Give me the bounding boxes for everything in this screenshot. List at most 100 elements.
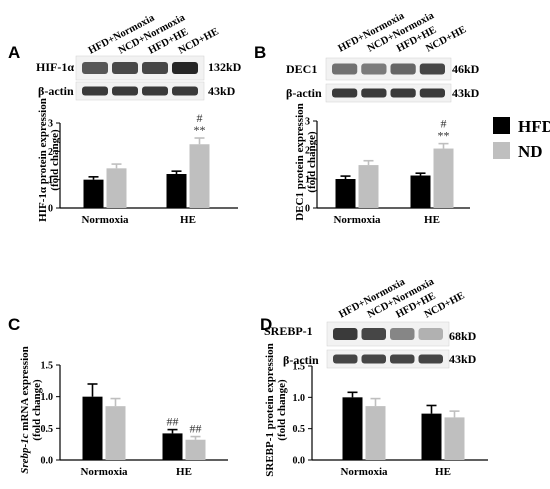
blot-band — [172, 62, 198, 74]
blot-band — [361, 63, 387, 75]
panel-letter-d: D — [260, 315, 272, 334]
blot-size-label: 43kD — [452, 86, 480, 100]
bar-hfd — [166, 174, 187, 208]
chart-d: 0.0 0.5 1.0 1.5 SREBP-1 protein expression(f… — [264, 343, 488, 478]
y-tick-label: 1 — [48, 175, 53, 186]
bar-nd — [444, 417, 465, 460]
blot-band — [332, 88, 358, 98]
blot-protein-label: β-actin — [286, 86, 322, 100]
bar-hfd — [410, 175, 431, 208]
y-tick-label: 0.0 — [293, 456, 306, 467]
y-tick-label: 3 — [48, 119, 53, 130]
blot-band — [418, 354, 443, 364]
legend-label-hfd: HFD — [518, 117, 550, 136]
blot-panel-a: HFD+NormoxiaNCD+NormoxiaHFD+HENCD+HEHIF-… — [36, 12, 242, 101]
bar-hfd — [335, 179, 356, 208]
y-axis-label-text: HIF-1α protein expression — [37, 98, 49, 222]
bar-hfd — [83, 179, 104, 208]
blot-band — [333, 328, 358, 340]
significance-mark: # — [197, 111, 203, 125]
y-tick-label: 0 — [305, 204, 310, 215]
y-axis-label-text: mRNA expression — [19, 346, 31, 433]
y-axis-label-italic: Srebp-1c — [19, 433, 31, 473]
blot-size-label: 132kD — [208, 60, 242, 74]
x-tick-label: HE — [435, 466, 451, 478]
bar-nd — [433, 148, 454, 208]
y-axis-label: Srebp-1c mRNA expression(fold change) — [19, 346, 43, 474]
panel-letter-a: A — [8, 43, 20, 62]
bar-nd — [189, 144, 210, 208]
blot-band — [419, 63, 445, 75]
y-axis-label-text: DEC1 protein expression — [294, 103, 306, 221]
blot-band — [142, 86, 168, 96]
y-tick-label: 1.0 — [293, 393, 306, 404]
blot-panel-b: HFD+NormoxiaNCD+NormoxiaHFD+HENCD+HEDEC1… — [286, 10, 480, 103]
x-tick-label: Normoxia — [340, 466, 388, 478]
blot-band — [419, 88, 445, 98]
bar-nd — [365, 406, 386, 460]
x-tick-label: Normoxia — [81, 214, 129, 226]
y-tick-label: 0 — [48, 204, 53, 215]
y-tick-label: 1.5 — [41, 361, 54, 372]
blot-band — [361, 328, 386, 340]
blot-strip — [325, 57, 452, 81]
blot-strip — [326, 349, 450, 369]
bar-nd — [358, 165, 379, 208]
blot-band — [172, 86, 198, 96]
legend-label-nd: ND — [518, 142, 543, 161]
y-axis-label-text: (fold change) — [49, 129, 61, 191]
y-axis-label: DEC1 protein expression(fold change) — [294, 103, 318, 221]
blot-band — [361, 354, 386, 364]
x-tick-label: HE — [176, 466, 192, 478]
legend-swatch-nd — [493, 142, 510, 159]
legend: HFD ND — [493, 117, 550, 161]
y-axis-label-text: (fold change) — [31, 379, 43, 441]
x-tick-label: HE — [180, 214, 196, 226]
bar-hfd — [82, 396, 103, 460]
blot-band — [82, 62, 108, 74]
bar-nd — [185, 439, 206, 460]
blot-strip — [325, 83, 452, 103]
blot-band — [390, 354, 415, 364]
y-tick-label: 2 — [48, 147, 53, 158]
blot-protein-label: β-actin — [283, 353, 319, 367]
significance-mark: ** — [438, 129, 450, 143]
blot-band — [112, 86, 138, 96]
blot-panel-d: HFD+NormoxiaNCD+NormoxiaHFD+HENCD+HESREB… — [264, 276, 477, 369]
y-axis-label-text: (fold change) — [306, 131, 318, 193]
blot-protein-label: HIF-1α — [36, 60, 74, 74]
bar-hfd — [421, 413, 442, 460]
panel-letter-b: B — [254, 43, 266, 62]
blot-band — [361, 88, 387, 98]
blot-protein-label: SREBP-1 — [264, 324, 313, 338]
blot-band — [418, 328, 443, 340]
blot-size-label: 46kD — [452, 62, 480, 76]
blot-size-label: 68kD — [449, 329, 477, 343]
blot-band — [332, 63, 358, 75]
blot-band — [82, 86, 108, 96]
blot-strip — [75, 81, 205, 101]
y-tick-label: 1.5 — [293, 362, 306, 373]
y-tick-label: 0.5 — [293, 424, 306, 435]
x-tick-label: Normoxia — [80, 466, 128, 478]
significance-mark: ** — [194, 123, 206, 137]
y-tick-label: 1 — [305, 175, 310, 186]
significance-mark: ## — [167, 415, 179, 429]
y-axis-label-text: (fold change) — [276, 379, 288, 441]
bar-hfd — [162, 433, 183, 460]
significance-mark: # — [441, 117, 447, 131]
y-tick-label: 3 — [305, 117, 310, 128]
blot-band — [390, 328, 415, 340]
y-axis-label: HIF-1α protein expression(fold change) — [37, 98, 61, 222]
x-tick-label: Normoxia — [333, 214, 381, 226]
panel-letter-c: C — [8, 315, 20, 334]
y-tick-label: 0.5 — [41, 424, 54, 435]
y-axis-label: SREBP-1 protein expression(fold change) — [264, 343, 288, 476]
blot-protein-label: β-actin — [38, 84, 74, 98]
bar-nd — [105, 406, 126, 460]
significance-mark: ## — [190, 422, 202, 436]
bar-nd — [106, 168, 127, 208]
